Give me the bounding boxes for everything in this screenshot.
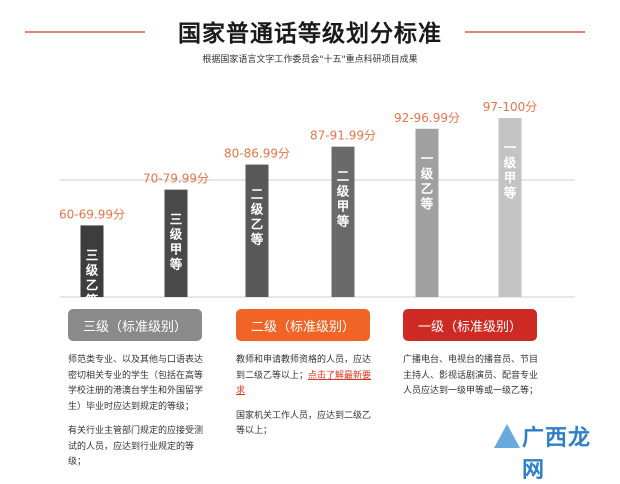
- level1-badge: 一级（标准级别）: [403, 309, 537, 341]
- bar-2: [245, 164, 269, 297]
- bar-label-2-0: 二: [251, 187, 264, 202]
- page-title: 国家普通话等级划分标准: [178, 21, 442, 47]
- bar-label-0-1: 级: [86, 262, 99, 277]
- bar-label-5-2: 甲: [504, 170, 517, 185]
- bar-label-1-2: 甲: [170, 242, 183, 257]
- bar-label-4-3: 等: [420, 196, 434, 211]
- bar-label-4-0: 一: [421, 151, 434, 166]
- level1-description: 广播电台、电视台的播音员、节目主持人、影视话剧演员、配音专业人员应达到一级甲等或…: [403, 353, 545, 409]
- bar-label-0-0: 三: [86, 247, 99, 262]
- page-subtitle: 根据国家语言文字工作委员会"十五"重点科研项目成果: [202, 55, 418, 65]
- latest-requirements-link[interactable]: 点击了解最新要求: [236, 370, 372, 397]
- bar-label-0-2: 乙: [86, 277, 99, 292]
- value-label-0: 60-69.99分: [59, 207, 125, 221]
- level2-badge: 二级（标准级别）: [236, 309, 370, 341]
- watermark-emblem-icon: [494, 424, 520, 448]
- bar-label-4-2: 乙: [421, 181, 434, 196]
- level2-description: 教师和申请教师资格的人员，应达到二级乙等以上；点击了解最新要求 国家机关工作人员…: [236, 353, 378, 449]
- level3-desc-p1: 师范类专业、以及其他与口语表达密切相关专业的学生（包括在高等学校注册的港澳台学生…: [68, 355, 204, 412]
- bar-label-4-1: 级: [421, 166, 434, 181]
- title-divider-right: [465, 31, 585, 33]
- level2-desc-p2: 国家机关工作人员，应达到二级乙等以上；: [236, 410, 372, 437]
- value-label-1: 70-79.99分: [143, 172, 209, 186]
- bar-label-1-0: 三: [170, 212, 183, 227]
- level3-description: 师范类专业、以及其他与口语表达密切相关专业的学生（包括在高等学校注册的港澳台学生…: [68, 353, 210, 480]
- bar-label-2-2: 乙: [251, 217, 264, 232]
- bar-label-1-1: 级: [170, 227, 183, 242]
- bar-label-3-3: 等: [336, 214, 350, 229]
- bar-label-3-0: 二: [337, 169, 350, 184]
- watermark-text: 广西龙网: [522, 426, 592, 483]
- bar-label-5-0: 一: [504, 140, 517, 155]
- bar-3: [331, 146, 355, 297]
- bar-label-5-1: 级: [504, 155, 517, 170]
- level3-desc-p2: 有关行业主管部门规定的应接受测试的人员，应达到行业规定的等级；: [68, 426, 204, 467]
- bar-label-5-3: 等: [503, 185, 517, 200]
- value-label-3: 87-91.99分: [310, 129, 376, 143]
- bar-label-1-3: 等: [169, 257, 183, 272]
- title-divider-left: [25, 31, 145, 33]
- bar-label-0-3: 等: [85, 292, 99, 305]
- bar-0: [80, 225, 104, 297]
- bar-label-3-1: 级: [337, 184, 350, 199]
- watermark-logo: 广西龙网: [490, 420, 610, 483]
- grade-bar-chart: 60-69.99分三级乙等70-79.99分三级甲等80-86.99分二级乙等8…: [59, 100, 575, 305]
- bar-1: [164, 189, 188, 297]
- value-label-2: 80-86.99分: [224, 147, 290, 161]
- value-label-5: 97-100分: [483, 100, 538, 114]
- bar-label-2-3: 等: [250, 232, 264, 247]
- level1-desc-p1: 广播电台、电视台的播音员、节目主持人、影视话剧演员、配音专业人员应达到一级甲等或…: [403, 355, 539, 396]
- bar-label-3-2: 甲: [337, 199, 350, 214]
- bar-label-2-1: 级: [251, 202, 264, 217]
- level2-desc-p1-text: 教师和申请教师资格的人员，应达到二级乙等以上；: [236, 355, 372, 381]
- bar-5: [498, 118, 522, 297]
- value-label-4: 92-96.99分: [394, 111, 460, 125]
- bar-4: [415, 128, 439, 297]
- level3-badge: 三级（标准级别）: [68, 309, 202, 341]
- level2-desc-p1: 教师和申请教师资格的人员，应达到二级乙等以上；点击了解最新要求: [236, 353, 378, 400]
